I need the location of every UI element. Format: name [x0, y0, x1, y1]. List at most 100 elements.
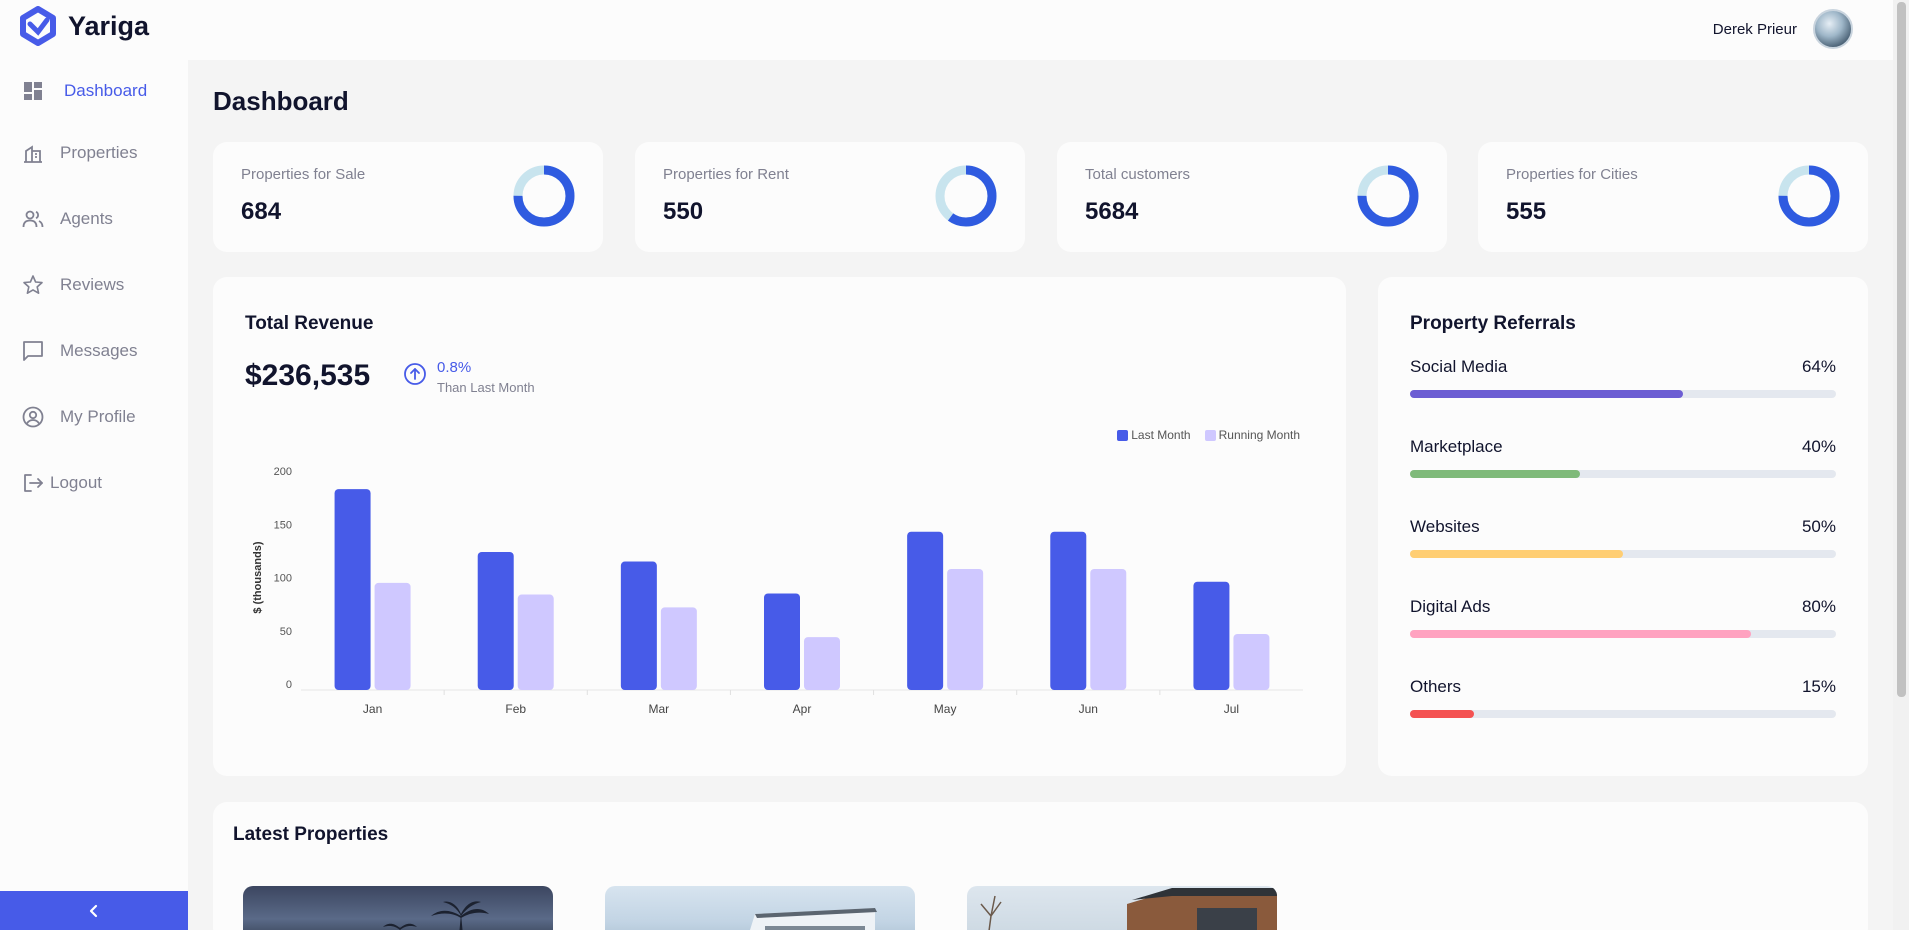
arrow-up-circle-icon [404, 363, 426, 385]
stat-label: Total customers [1085, 166, 1191, 183]
bar-running-month [660, 607, 697, 690]
donut-chart [935, 165, 997, 227]
x-tick-label: Jul [1224, 702, 1239, 716]
sidebar-item-label: My Profile [60, 407, 136, 426]
dashboard-icon [22, 80, 44, 102]
referral-percent: 40% [1801, 437, 1836, 456]
bar-last-month [1193, 581, 1230, 690]
bar-last-month [764, 593, 800, 690]
sidebar-item-messages[interactable]: Messages [22, 340, 137, 362]
latest-properties-card: Latest Properties [213, 802, 1868, 930]
stat-value: 5684 [1085, 198, 1139, 225]
property-card[interactable] [233, 878, 553, 930]
property-card[interactable] [957, 878, 1277, 930]
sidebar-item-reviews[interactable]: Reviews [22, 274, 124, 296]
sidebar-item-label: Messages [60, 341, 138, 360]
sidebar-item-dashboard[interactable]: Dashboard [22, 80, 147, 102]
app-name: Yariga [68, 10, 150, 41]
stat-card-customers: Total customers 5684 [1057, 142, 1447, 252]
top-bar: Yariga Derek Prieur [0, 0, 1893, 60]
stat-value: 550 [663, 198, 704, 225]
sidebar-item-my-profile[interactable]: My Profile [22, 406, 136, 428]
bar-running-month [517, 594, 554, 690]
property-image[interactable] [605, 886, 915, 930]
referral-row-digital-ads: Digital Ads 80% [1410, 597, 1836, 638]
x-tick-label: Jan [363, 702, 382, 716]
sidebar-item-label: Properties [60, 143, 138, 162]
chat-icon [22, 340, 44, 362]
page-scrollbar[interactable] [1893, 0, 1909, 930]
legend-label: Running Month [1218, 428, 1300, 442]
referral-percent: 80% [1801, 597, 1836, 616]
donut-arc [1357, 165, 1419, 227]
progress-fill [1410, 630, 1751, 638]
y-axis-title: $ (thousands) [252, 541, 264, 613]
progress-fill [1410, 710, 1474, 718]
page-title: Dashboard [213, 86, 349, 116]
latest-properties-title: Latest Properties [233, 824, 389, 845]
avatar[interactable] [1813, 9, 1853, 49]
revenue-amount: $236,535 [245, 359, 371, 392]
scrollbar-thumb[interactable] [1897, 2, 1906, 697]
stat-card-sale: Properties for Sale 684 [213, 142, 603, 252]
user-menu[interactable]: Derek Prieur [1713, 9, 1853, 49]
legend-label: Last Month [1131, 428, 1191, 442]
revenue-change-percent: 0.8% [437, 359, 472, 376]
progress-fill [1410, 470, 1581, 478]
sidebar-item-label: Reviews [60, 275, 125, 294]
donut-arc [935, 165, 997, 227]
logout-icon [22, 472, 44, 494]
bar-last-month [477, 551, 514, 690]
total-revenue-card: Total Revenue $236,535 0.8% Than Last Mo… [213, 277, 1346, 776]
sidebar-item-properties[interactable]: Properties [22, 142, 137, 164]
sidebar-item-agents[interactable]: Agents [22, 208, 113, 230]
progress-track [1410, 470, 1836, 478]
property-image[interactable] [243, 886, 553, 930]
chevron-left-icon [89, 904, 98, 917]
progress-track [1410, 710, 1836, 718]
sidebar-item-logout[interactable]: Logout [22, 472, 102, 494]
donut-arc [513, 165, 575, 227]
star-icon [22, 274, 44, 296]
property-image[interactable] [967, 886, 1277, 930]
property-card[interactable] [595, 878, 915, 930]
app-logo[interactable]: Yariga [18, 6, 149, 46]
legend-swatch [1117, 429, 1129, 441]
referral-percent: 15% [1801, 677, 1836, 696]
chart-legend: Last Month Running Month [1117, 428, 1300, 442]
bar-running-month [374, 582, 411, 690]
progress-track [1410, 390, 1836, 398]
x-tick-label: Feb [505, 702, 526, 716]
account-circle-icon [22, 406, 44, 428]
revenue-change: 0.8% Than Last Month [403, 359, 535, 395]
bar-last-month [907, 531, 944, 690]
stat-label: Properties for Cities [1506, 166, 1638, 183]
referral-label: Marketplace [1410, 437, 1503, 456]
x-tick-label: May [934, 702, 957, 716]
x-tick-label: Mar [649, 702, 670, 716]
progress-fill [1410, 550, 1623, 558]
sidebar-collapse-button[interactable] [0, 891, 188, 930]
donut-chart [1357, 165, 1419, 227]
legend-item-running-month[interactable]: Running Month [1204, 428, 1300, 442]
stat-label: Properties for Sale [241, 166, 366, 183]
bar-last-month [1050, 531, 1087, 690]
user-name: Derek Prieur [1712, 20, 1797, 38]
stat-label: Properties for Rent [663, 166, 789, 183]
stat-value: 555 [1506, 198, 1547, 225]
x-tick-label: Apr [793, 702, 812, 716]
referral-label: Digital Ads [1410, 597, 1491, 616]
building-icon [22, 142, 44, 164]
donut-arc [1778, 165, 1840, 227]
bar-running-month [1090, 568, 1127, 690]
stat-card-rent: Properties for Rent 550 [635, 142, 1025, 252]
revenue-bar-chart: 0 50 100 150 200 $ (thousands) Jan Feb Mar Apr May… [252, 466, 1303, 716]
referral-row-marketplace: Marketplace 40% [1410, 437, 1836, 478]
referral-label: Websites [1410, 517, 1480, 536]
sidebar-item-label: Agents [60, 209, 113, 228]
bar-running-month [1233, 633, 1270, 690]
sidebar: Dashboard Properties Agents Reviews Mess… [0, 60, 188, 930]
bar-last-month [334, 489, 371, 690]
legend-item-last-month[interactable]: Last Month [1117, 428, 1191, 442]
progress-track [1410, 550, 1836, 558]
